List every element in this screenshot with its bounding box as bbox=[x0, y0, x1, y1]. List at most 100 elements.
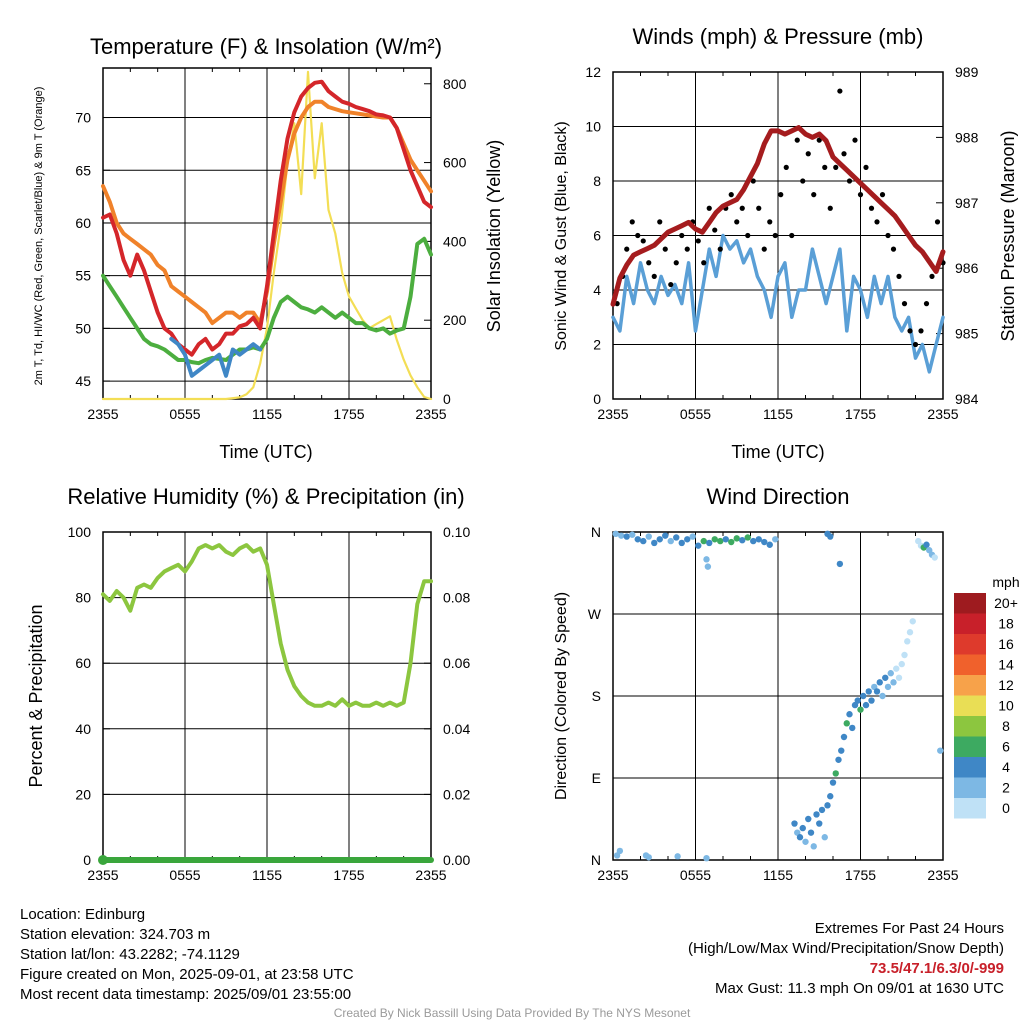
gust-point bbox=[918, 328, 924, 334]
x-tick-label: 2355 bbox=[927, 406, 958, 422]
gust-point bbox=[833, 164, 839, 170]
direction-point bbox=[876, 679, 883, 686]
x-tick-label: 2355 bbox=[87, 867, 118, 883]
speed-legend-label: 20+ bbox=[994, 595, 1018, 611]
left-axis-tick-label: 12 bbox=[585, 64, 601, 80]
humidity-chart-title: Relative Humidity (%) & Precipitation (i… bbox=[67, 484, 464, 509]
gust-point bbox=[761, 246, 767, 252]
gust-point bbox=[745, 232, 751, 239]
direction-point bbox=[923, 541, 930, 548]
speed-legend-label: 6 bbox=[1002, 739, 1010, 755]
gust-point bbox=[929, 273, 935, 279]
left-axis-tick-label: 50 bbox=[75, 320, 91, 336]
speed-legend-swatch bbox=[954, 634, 986, 655]
direction-point bbox=[744, 534, 751, 541]
series-line-wind-chill-blue bbox=[169, 336, 263, 378]
left-axis-tick-label: 4 bbox=[593, 282, 601, 298]
direction-point bbox=[849, 724, 856, 732]
direction-point bbox=[887, 670, 894, 677]
speed-legend-swatch bbox=[954, 613, 986, 634]
direction-point bbox=[684, 536, 691, 543]
gust-point bbox=[857, 192, 864, 198]
direction-point bbox=[656, 536, 663, 543]
extremes-title: Extremes For Past 24 Hours bbox=[814, 920, 1004, 937]
direction-point bbox=[700, 537, 707, 545]
gust-point bbox=[717, 246, 723, 252]
gust-point bbox=[706, 205, 712, 211]
gust-point bbox=[629, 219, 635, 225]
pressure-line bbox=[610, 125, 946, 307]
gust-point bbox=[756, 205, 762, 211]
direction-point bbox=[645, 533, 652, 540]
right-axis-tick-label: 988 bbox=[955, 129, 979, 145]
gust-point bbox=[874, 219, 880, 225]
gust-point bbox=[852, 137, 858, 143]
gust-point bbox=[679, 232, 685, 239]
direction-point bbox=[667, 537, 674, 545]
x-tick-label: 0555 bbox=[169, 406, 200, 422]
left-axis-tick-label: 60 bbox=[75, 655, 91, 671]
direction-point bbox=[772, 536, 779, 543]
speed-legend-label: 18 bbox=[998, 616, 1014, 632]
speed-legend-swatch bbox=[954, 675, 986, 696]
gust-point bbox=[822, 164, 828, 170]
station-elevation: Station elevation: 324.703 m bbox=[20, 926, 211, 943]
direction-point bbox=[879, 692, 886, 700]
right-axis-tick-label: 0.10 bbox=[443, 524, 470, 540]
direction-point bbox=[862, 701, 870, 709]
winds-left-axis-label: Sonic Wind & Gust (Blue, Black) bbox=[553, 121, 570, 350]
temperature-x-axis-label: Time (UTC) bbox=[219, 442, 312, 462]
x-tick-label: 0555 bbox=[169, 867, 200, 883]
gust-point bbox=[739, 205, 745, 211]
gust-point bbox=[789, 232, 795, 239]
right-axis-tick-label: 986 bbox=[955, 260, 979, 276]
gust-point bbox=[684, 246, 690, 252]
direction-point bbox=[791, 820, 798, 827]
wind-direction-panel: Wind Direction Direction (Colored By Spe… bbox=[553, 484, 1020, 883]
speed-legend-swatch bbox=[954, 695, 986, 716]
direction-point bbox=[695, 542, 702, 549]
gust-point bbox=[767, 219, 773, 225]
series-line-insolation-yellow bbox=[101, 70, 433, 401]
right-axis-tick-label: 984 bbox=[955, 391, 979, 407]
direction-point bbox=[840, 733, 848, 741]
right-axis-tick-label: 989 bbox=[955, 64, 979, 80]
speed-legend-swatch bbox=[954, 654, 986, 675]
gust-point bbox=[841, 151, 847, 157]
direction-point bbox=[884, 683, 892, 691]
x-tick-label: 2355 bbox=[927, 867, 958, 883]
wind-direction-chart-title: Wind Direction bbox=[706, 484, 849, 509]
left-axis-tick-label: 10 bbox=[585, 119, 601, 135]
speed-legend-label: 8 bbox=[1002, 718, 1010, 734]
direction-point bbox=[651, 539, 658, 547]
gust-point bbox=[879, 192, 886, 198]
humidity-left-axis-label: Percent & Precipitation bbox=[26, 604, 46, 787]
speed-legend-title: mph bbox=[992, 574, 1019, 590]
left-axis-tick-label: 45 bbox=[75, 373, 91, 389]
right-axis-tick-label: 0.08 bbox=[443, 590, 470, 606]
gust-point bbox=[651, 273, 657, 279]
gust-point bbox=[907, 328, 913, 334]
gust-point bbox=[728, 192, 734, 198]
direction-point bbox=[739, 537, 746, 544]
direction-tick-label: W bbox=[588, 606, 602, 622]
series-line-dewpoint-green bbox=[101, 236, 433, 366]
direction-point bbox=[813, 811, 820, 818]
direction-point bbox=[890, 679, 897, 686]
gust-point bbox=[846, 178, 853, 184]
direction-point bbox=[937, 747, 944, 754]
gust-point bbox=[640, 238, 646, 244]
direction-point bbox=[722, 536, 729, 543]
sonic-wind-line bbox=[611, 233, 945, 374]
gust-point bbox=[805, 151, 811, 157]
right-axis-tick-label: 0 bbox=[443, 391, 451, 407]
direction-point bbox=[761, 538, 768, 546]
right-axis-tick-label: 0.02 bbox=[443, 786, 470, 802]
direction-point bbox=[703, 854, 710, 862]
x-tick-label: 0555 bbox=[680, 867, 711, 883]
speed-legend-swatch bbox=[954, 736, 986, 757]
direction-tick-label: N bbox=[591, 852, 601, 868]
direction-point bbox=[704, 563, 712, 570]
direction-point bbox=[717, 537, 724, 545]
x-tick-label: 1155 bbox=[763, 867, 793, 883]
